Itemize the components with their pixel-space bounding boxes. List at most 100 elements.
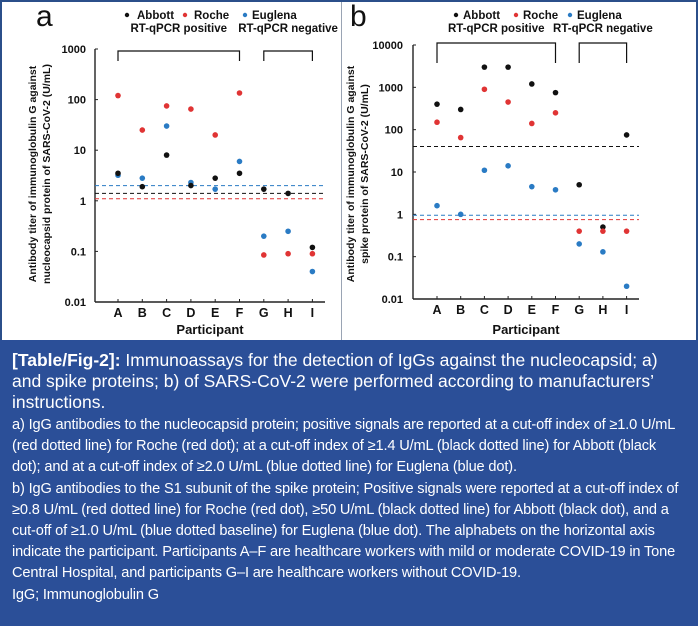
x-axis-label: Participant: [176, 322, 244, 337]
data-point-euglena-i: [309, 268, 316, 275]
y-tick-label: 100: [68, 95, 86, 107]
data-point-roche-h: [600, 228, 606, 234]
data-point-roche-d: [505, 99, 511, 105]
data-point-euglena-b: [139, 175, 146, 181]
data-point-roche-h: [285, 250, 291, 257]
data-point-roche-f: [236, 90, 243, 96]
data-point-roche-a: [115, 92, 121, 99]
data-point-roche-c: [163, 103, 170, 109]
data-point-abbott-b: [457, 106, 464, 113]
data-point-abbott-a: [434, 101, 440, 107]
y-axis-label-line2: spike protein of SARS-CoV-2 (U/mL): [359, 84, 371, 264]
x-tick-label: H: [598, 303, 607, 317]
group-bracket: [117, 50, 241, 61]
data-point-abbott-f: [552, 89, 559, 96]
x-tick-label: G: [259, 306, 269, 320]
data-point-abbott-i: [623, 132, 630, 138]
legend-marker-roche: [513, 12, 519, 18]
data-point-roche-f: [552, 110, 559, 116]
group-bracket: [578, 42, 628, 63]
y-axis-label-line1: Antibody titer of immunoglobulin G again…: [27, 65, 39, 282]
x-tick-label: B: [456, 303, 465, 317]
data-point-euglena-i: [623, 283, 630, 290]
legend-marker-abbott: [124, 12, 130, 18]
data-point-roche-e: [529, 120, 535, 127]
caption-head-text: Immunoassays for the detection of IgGs a…: [12, 350, 658, 412]
data-point-abbott-h: [285, 190, 291, 197]
legend-label-roche: Roche: [523, 10, 558, 22]
y-tick-label: 0.1: [71, 246, 86, 258]
data-point-abbott-i: [309, 244, 316, 251]
data-point-abbott-c: [163, 152, 170, 158]
data-point-roche-b: [457, 134, 464, 141]
data-point-abbott-g: [576, 181, 582, 188]
legend-label-roche: Roche: [194, 10, 229, 22]
group-label: RT-qPCR positive: [131, 23, 227, 35]
data-point-euglena-e: [529, 183, 535, 190]
chart-panel-b: b Abbott Roche Euglena RT-qPCR positive RT-q…: [342, 0, 698, 342]
data-point-euglena-d: [505, 163, 511, 169]
legend-marker-roche: [182, 12, 188, 18]
data-point-euglena-g: [576, 241, 582, 247]
x-tick-label: H: [284, 306, 293, 320]
x-tick-label: F: [236, 306, 244, 320]
legend-label-euglena: Euglena: [252, 10, 297, 22]
data-point-roche-a: [434, 119, 440, 126]
x-tick-label: I: [311, 306, 314, 320]
caption-abbreviation: IgG; Immunoglobulin G: [12, 586, 159, 603]
legend-marker-abbott: [453, 12, 459, 18]
data-point-abbott-h: [600, 224, 606, 230]
panel-label-a: a: [36, 0, 53, 33]
panel-label-b: b: [350, 0, 367, 33]
data-point-roche-g: [576, 228, 582, 234]
data-point-abbott-d: [188, 182, 194, 189]
data-point-roche-i: [623, 228, 630, 234]
x-tick-label: E: [528, 303, 536, 317]
y-tick-label: 10000: [372, 40, 403, 52]
x-tick-label: G: [574, 303, 584, 317]
data-point-euglena-e: [212, 186, 218, 192]
y-tick-label: 1000: [379, 82, 403, 94]
figure-panels: a Abbott Roche Euglena RT-qPCR positive RT-q…: [0, 0, 698, 342]
data-point-roche-b: [139, 127, 146, 133]
group-bracket: [263, 50, 313, 61]
figure-caption: [Table/Fig-2]: Immunoassays for the dete…: [0, 340, 698, 626]
x-tick-label: D: [186, 306, 195, 320]
data-point-abbott-a: [115, 170, 121, 177]
chart-a-svg: Abbott Roche Euglena RT-qPCR positive RT-qPC…: [27, 10, 338, 337]
x-tick-label: C: [480, 303, 489, 317]
data-point-abbott-f: [236, 170, 243, 177]
x-tick-label: A: [432, 303, 441, 317]
caption-paragraph-b: b) IgG antibodies to the S1 subunit of t…: [12, 480, 679, 582]
x-tick-label: B: [138, 306, 147, 320]
data-point-euglena-g: [261, 233, 267, 239]
data-point-roche-g: [261, 252, 267, 258]
data-point-abbott-c: [481, 64, 488, 70]
data-point-euglena-b: [457, 211, 464, 218]
legend-marker-euglena: [567, 12, 573, 18]
x-tick-label: C: [162, 306, 171, 320]
caption-heading: [Table/Fig-2]: Immunoassays for the dete…: [12, 350, 686, 413]
data-point-euglena-a: [434, 202, 440, 209]
legend-label-euglena: Euglena: [577, 10, 622, 22]
data-point-abbott-b: [139, 183, 146, 190]
y-tick-label: 10: [391, 167, 403, 179]
data-point-roche-d: [188, 106, 194, 112]
x-axis-label: Participant: [492, 322, 560, 337]
y-tick-label: 0.01: [65, 297, 86, 309]
y-tick-label: 1: [397, 209, 403, 221]
y-axis-label-line2: nucleocapsid protein of SARS-CoV-2 (U/mL…: [41, 64, 53, 284]
legend-marker-euglena: [242, 12, 248, 18]
x-tick-label: D: [504, 303, 513, 317]
y-tick-label: 0.1: [388, 252, 403, 264]
x-tick-label: E: [211, 306, 219, 320]
y-tick-label: 1000: [62, 44, 86, 56]
data-point-abbott-g: [261, 186, 267, 192]
y-tick-label: 100: [385, 125, 403, 137]
group-label: RT-qPCR negative: [553, 23, 653, 35]
group-label: RT-qPCR positive: [448, 23, 544, 35]
group-label: RT-qPCR negative: [238, 23, 338, 35]
y-tick-label: 0.01: [382, 294, 403, 306]
data-point-euglena-c: [163, 123, 170, 129]
x-tick-label: A: [113, 306, 122, 320]
